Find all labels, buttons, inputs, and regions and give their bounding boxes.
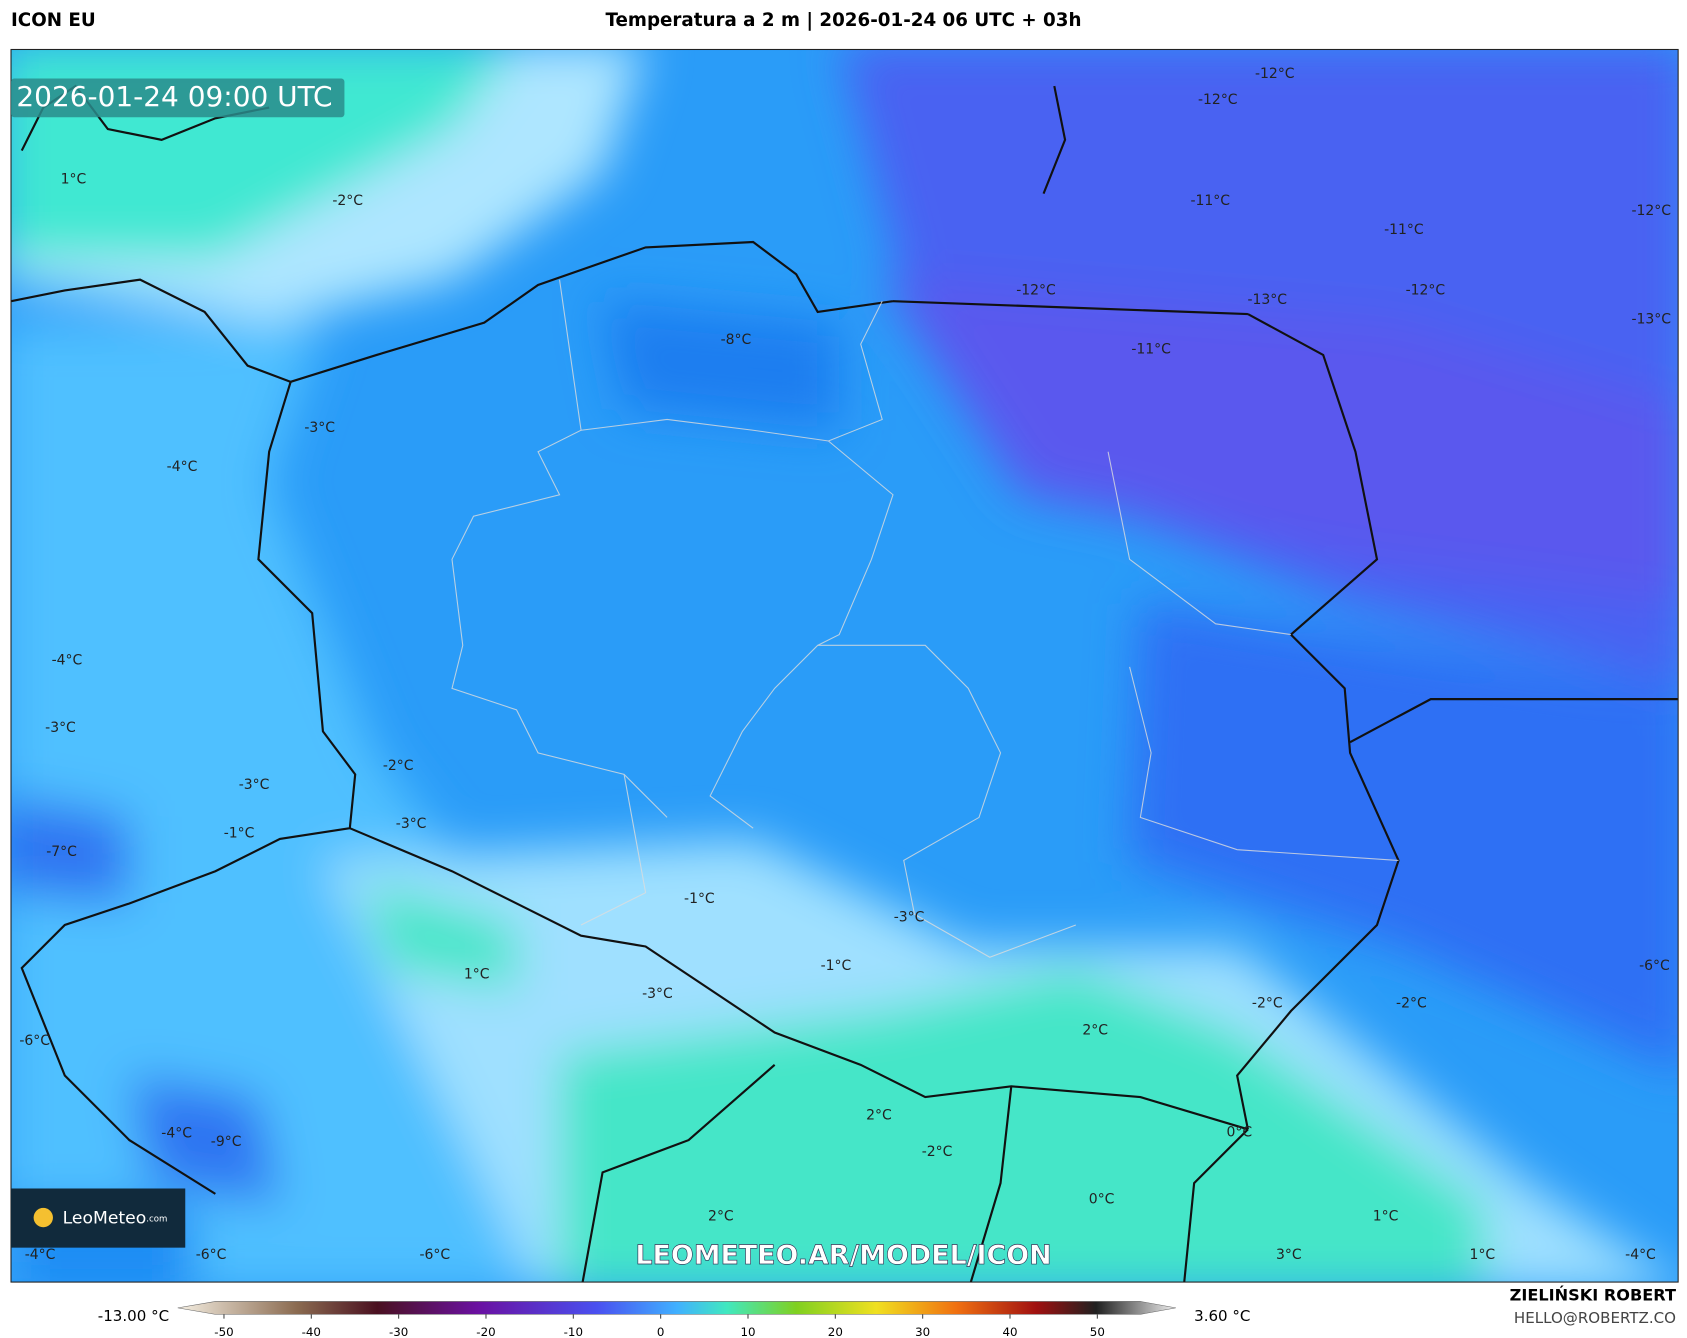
temperature-label: -13°C	[1247, 292, 1287, 308]
colorbar-tick-label: -10	[564, 1325, 583, 1338]
colorbar-tick-label: 50	[1090, 1325, 1105, 1338]
map	[11, 49, 1679, 1283]
temperature-label: -3°C	[304, 420, 335, 436]
model-name: ICON EU	[11, 10, 96, 31]
temperature-label: 0°C	[1089, 1191, 1115, 1207]
temperature-label: -4°C	[161, 1126, 192, 1142]
temperature-label: -12°C	[1255, 66, 1295, 82]
temperature-label: -2°C	[383, 758, 414, 774]
temperature-label: -3°C	[239, 777, 270, 793]
temperature-label: -11°C	[1131, 342, 1171, 358]
temperature-label: -7°C	[46, 844, 77, 860]
timestamp: 2026-01-24 09:00 UTC	[16, 80, 332, 113]
temperature-label: -2°C	[1252, 996, 1283, 1012]
temperature-label: -1°C	[684, 891, 715, 907]
author: ZIELIŃSKI ROBERT	[1510, 1285, 1676, 1304]
temperature-label: 1°C	[1470, 1247, 1496, 1263]
temperature-label: -6°C	[19, 1033, 50, 1049]
temperature-label: -4°C	[52, 652, 83, 668]
colorbar-tick-label: -40	[302, 1325, 321, 1338]
temperature-label: -12°C	[1198, 92, 1238, 108]
temperature-label: -11°C	[1384, 222, 1424, 238]
temperature-label: -12°C	[1406, 282, 1446, 298]
temperature-label: -1°C	[224, 826, 255, 842]
colorbar-min: -13.00 °C	[98, 1307, 169, 1325]
temperature-label: 2°C	[1082, 1022, 1108, 1038]
logo-suffix: .com	[146, 1214, 167, 1224]
colorbar-max: 3.60 °C	[1194, 1307, 1250, 1325]
temperature-label: -12°C	[1016, 282, 1056, 298]
temperature-label: -13°C	[1631, 311, 1671, 327]
temperature-label: -1°C	[821, 958, 852, 974]
temperature-label: -6°C	[1639, 958, 1670, 974]
watermark: LEOMETEO.AR/MODEL/ICON	[635, 1240, 1051, 1271]
temperature-label: -9°C	[211, 1134, 242, 1150]
temperature-label: 1°C	[61, 172, 87, 188]
email: HELLO@ROBERTZ.CO	[1514, 1309, 1676, 1327]
colorbar-tick-label: 20	[828, 1325, 843, 1338]
temperature-label: -6°C	[419, 1247, 450, 1263]
colorbar-tick-label: -50	[214, 1325, 233, 1338]
temperature-label: -3°C	[396, 816, 427, 832]
temperature-label: 3°C	[1276, 1247, 1302, 1263]
colorbar-tick-label: 40	[1002, 1325, 1017, 1338]
temperature-label: -3°C	[894, 909, 925, 925]
colorbar-tick-label: -30	[389, 1325, 408, 1338]
temperature-label: 0°C	[1226, 1125, 1252, 1141]
temperature-label: 1°C	[1373, 1208, 1399, 1224]
colorbar-tick-label: -20	[476, 1325, 495, 1338]
colorbar-tick-label: 0	[657, 1325, 665, 1338]
temperature-label: -8°C	[721, 332, 752, 348]
temperature-label: -6°C	[196, 1247, 227, 1263]
temperature-label: 2°C	[866, 1107, 892, 1123]
temperature-label: -11°C	[1190, 193, 1230, 209]
colorbar-tick-label: 10	[740, 1325, 755, 1338]
svg-text:LeoMeteo.com: LeoMeteo.com	[63, 1209, 168, 1229]
temperature-label: -4°C	[167, 459, 198, 475]
temperature-label: -4°C	[1625, 1247, 1656, 1263]
logo: LeoMeteo	[63, 1209, 147, 1229]
temperature-label: -2°C	[332, 193, 363, 209]
temperature-label: -3°C	[45, 720, 76, 736]
temperature-label: -3°C	[642, 986, 673, 1002]
temperature-label: 2°C	[708, 1208, 734, 1224]
temperature-label: -4°C	[25, 1247, 56, 1263]
colorbar-tick-label: 30	[915, 1325, 930, 1338]
temperature-label: -12°C	[1631, 203, 1671, 219]
temperature-label: -2°C	[922, 1144, 953, 1160]
map-title: Temperatura a 2 m | 2026-01-24 06 UTC + …	[606, 10, 1082, 31]
temperature-label: 1°C	[464, 966, 490, 982]
temperature-label: -2°C	[1396, 996, 1427, 1012]
